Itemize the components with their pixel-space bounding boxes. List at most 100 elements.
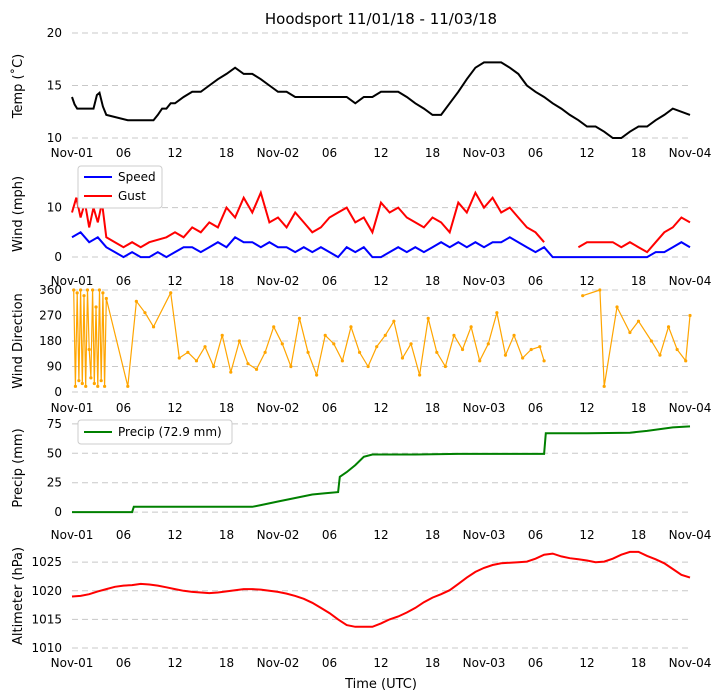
direction-point-39 (297, 316, 302, 320)
direction-point-20 (126, 384, 130, 388)
temp-xtick-10: 12 (579, 146, 594, 160)
wind-xtick-10: 12 (579, 274, 594, 288)
wind-xtick-3: 18 (219, 274, 234, 288)
direction-point-66 (529, 347, 533, 352)
x-axis-label: Time (UTC) (344, 677, 417, 692)
direction-point-10 (89, 376, 93, 380)
alt-xtick-10: 12 (579, 656, 594, 670)
alt-xtick-11: 18 (631, 656, 646, 670)
direction-point-26 (186, 350, 190, 354)
wind-xtick-8: Nov-03 (463, 274, 506, 288)
direction-point-42 (323, 333, 327, 337)
precip-legend-box (77, 419, 233, 445)
dir-ytick-3: 270 (39, 309, 62, 323)
wind-xtick-0: Nov-01 (51, 274, 94, 288)
direction-point-3 (77, 379, 81, 383)
direction-point-17 (101, 291, 105, 295)
direction-point-22 (143, 311, 147, 315)
direction-point-25 (177, 356, 181, 360)
alt-xtick-12: Nov-04 (669, 656, 712, 670)
gust-series-line (71, 189, 545, 249)
precip-xtick-6: 12 (373, 528, 388, 542)
direction-point-58 (460, 347, 465, 352)
direction-point-35 (263, 350, 267, 354)
wind-xtick-6: 12 (373, 274, 388, 288)
temp-series-line (71, 61, 691, 139)
direction-point-37 (280, 342, 284, 346)
direction-point-29 (212, 364, 216, 369)
direction-point-7 (84, 384, 88, 388)
precip-ytick-3: 75 (47, 417, 62, 431)
direction-point-11 (91, 288, 95, 292)
wind-xtick-11: 18 (631, 274, 646, 288)
direction-point-57 (452, 333, 456, 337)
precip-xtick-2: 12 (167, 528, 182, 542)
direction-point-55 (435, 350, 439, 354)
direction-point-70 (598, 288, 602, 292)
dir-xtick-5: 06 (322, 401, 337, 415)
temp-xtick-1: 06 (116, 146, 131, 160)
direction-point-76 (658, 353, 662, 357)
wind-xtick-1: 06 (116, 274, 131, 288)
direction-point-52 (409, 342, 413, 346)
direction-point-2 (75, 291, 79, 295)
dir-xtick-9: 06 (528, 401, 543, 415)
temp-panel: 10 15 20 Nov-01 06 12 18 Nov-02 06 12 18 Nov-03 06 1… (10, 26, 711, 160)
direction-point-67 (538, 345, 542, 349)
alt-xtick-3: 18 (219, 656, 234, 670)
wind-xtick-4: Nov-02 (257, 274, 300, 288)
dir-xtick-7: 18 (425, 401, 440, 415)
alt-ytick-3: 1025 (31, 555, 62, 569)
direction-point-28 (203, 345, 207, 349)
temp-xtick-3: 18 (219, 146, 234, 160)
temp-xtick-0: Nov-01 (51, 146, 94, 160)
direction-point-60 (478, 359, 482, 363)
temp-ytick-0: 10 (47, 131, 62, 145)
wind-xtick-9: 06 (528, 274, 543, 288)
direction-point-53 (418, 373, 422, 377)
direction-point-77 (666, 325, 671, 329)
precip-xtick-9: 06 (528, 528, 543, 542)
precip-ylabel: Precip (mm) (11, 428, 26, 507)
precip-panel: 0 25 50 75 Nov-01 06 12 18 Nov-02 06 12 18 Nov-03 06… (11, 417, 711, 542)
temp-xtick-12: Nov-04 (669, 146, 712, 160)
speed-legend-label: Speed (118, 170, 156, 184)
temp-xtick-8: Nov-03 (463, 146, 506, 160)
precip-ytick-0: 0 (54, 505, 62, 519)
alt-xtick-6: 12 (373, 656, 388, 670)
wind-legend: Speed Gust (77, 165, 163, 209)
direction-point-40 (306, 350, 310, 354)
direction-point-69 (581, 294, 585, 298)
wind-ytick-0: 0 (54, 250, 62, 264)
direction-point-16 (99, 379, 103, 383)
direction-point-32 (237, 339, 241, 343)
direction-point-30 (220, 333, 224, 337)
temp-ytick-1: 15 (47, 79, 62, 93)
direction-point-75 (649, 339, 653, 343)
direction-point-49 (383, 333, 387, 337)
alt-xtick-1: 06 (116, 656, 131, 670)
alt-ytick-1: 1015 (31, 612, 62, 626)
temp-xtick-2: 12 (167, 146, 182, 160)
direction-point-14 (96, 384, 100, 388)
precip-legend-label: Precip (72.9 mm) (118, 425, 222, 439)
direction-point-44 (340, 359, 344, 363)
temp-ylabel: Temp (˚C) (10, 54, 26, 120)
direction-series-line (73, 289, 691, 387)
direction-point-19 (104, 296, 108, 301)
dir-xtick-11: 18 (631, 401, 646, 415)
gust-legend-label: Gust (118, 189, 146, 203)
precip-ytick-2: 50 (47, 446, 62, 460)
precip-xtick-4: Nov-02 (257, 528, 300, 542)
alt-xtick-8: Nov-03 (463, 656, 506, 670)
dir-xtick-4: Nov-02 (257, 401, 300, 415)
direction-point-64 (512, 333, 516, 337)
precip-xtick-0: Nov-01 (51, 528, 94, 542)
direction-point-6 (82, 294, 86, 298)
temp-ytick-2: 20 (47, 26, 62, 40)
direction-panel: 0 90 180 270 360 Nov-01 06 12 18 Nov-02 06 12 18 Nov… (11, 283, 711, 415)
dir-xtick-2: 12 (167, 401, 182, 415)
alt-xtick-9: 06 (528, 656, 543, 670)
direction-point-8 (85, 288, 90, 292)
